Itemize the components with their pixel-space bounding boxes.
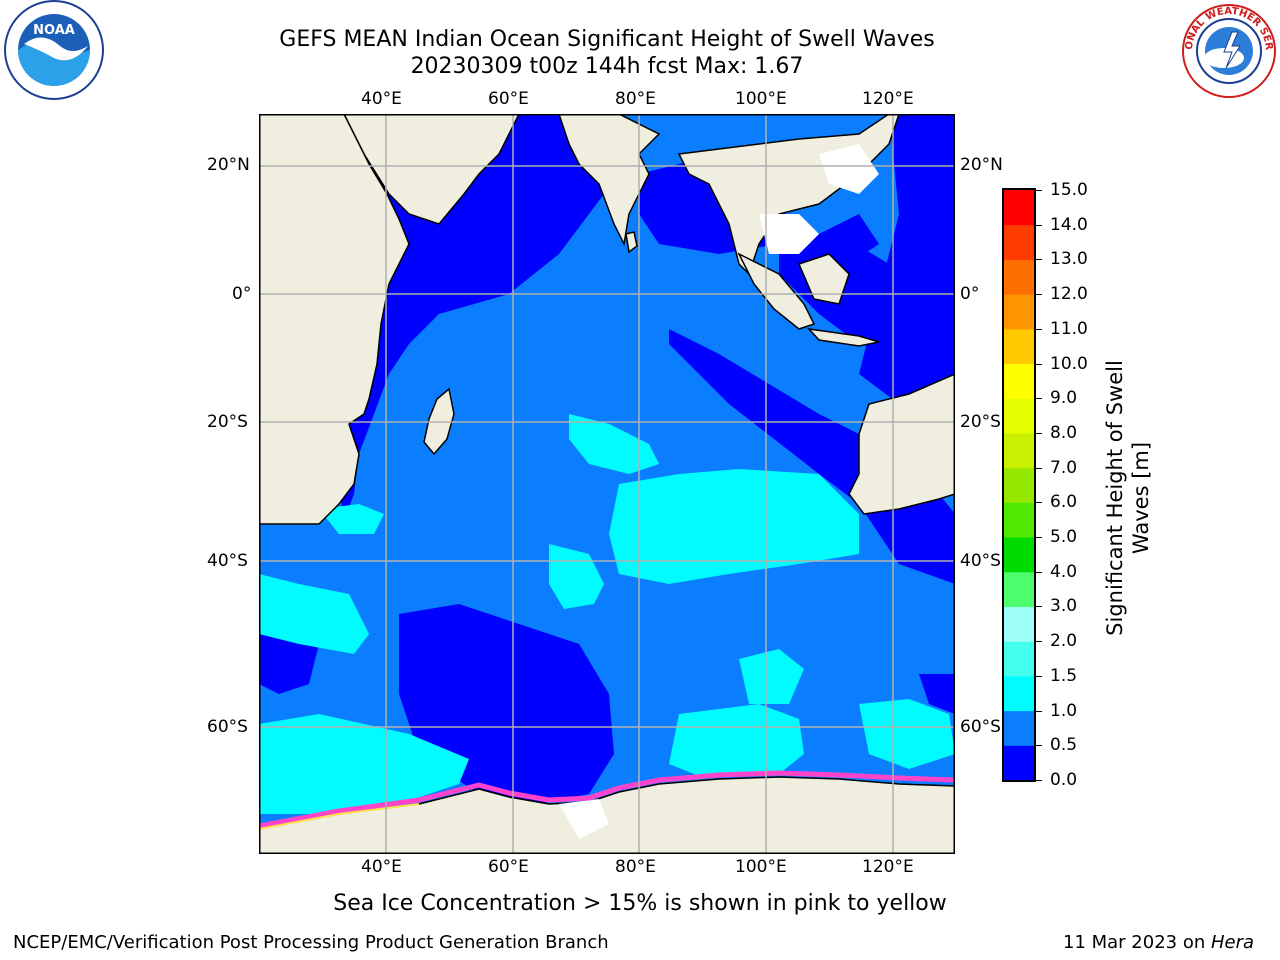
- colorbar-segment: [1004, 606, 1034, 642]
- colorbar-tick-label: 4.0: [1050, 561, 1078, 582]
- colorbar-segment: [1004, 398, 1034, 434]
- footer-credit: NCEP/EMC/Verification Post Processing Pr…: [13, 932, 609, 953]
- colorbar-tick-mark: [1036, 432, 1042, 434]
- colorbar-tick-mark: [1036, 780, 1042, 781]
- colorbar-tick-mark: [1036, 398, 1042, 400]
- lat-label-left-40s: 40°S: [207, 551, 248, 571]
- colorbar-tick-label: 15.0: [1050, 180, 1088, 200]
- colorbar-tick-label: 9.0: [1050, 388, 1078, 409]
- lat-label-right-0: 0°: [960, 284, 980, 304]
- colorbar-ticks: 0.0 0.5 1.0 1.5 2.0 3.0 4.0 5.0 6.0 7.0 8.0 9.0 10.0…: [1036, 180, 1096, 790]
- no-data-area: [559, 144, 879, 839]
- lat-label-left-20s: 20°S: [207, 412, 248, 432]
- colorbar-tick-label: 10.0: [1050, 353, 1088, 374]
- colorbar-tick-label: 2.0: [1050, 631, 1078, 652]
- lon-label-bottom-80e: 80°E: [615, 857, 656, 877]
- colorbar-segment: [1004, 710, 1034, 746]
- colorbar-tick-label: 12.0: [1050, 284, 1088, 305]
- colorbar-tick-label: 8.0: [1050, 422, 1078, 443]
- colorbar-tick-mark: [1036, 571, 1042, 573]
- lat-label-left-60s: 60°S: [207, 717, 248, 737]
- colorbar-tick-label: 0.5: [1050, 735, 1078, 756]
- colorbar-tick-mark: [1036, 537, 1042, 539]
- colorbar-tick-mark: [1036, 294, 1042, 296]
- lon-label-top-40e: 40°E: [361, 89, 402, 109]
- colorbar-segment: [1004, 502, 1034, 538]
- colorbar-segment: [1004, 537, 1034, 573]
- colorbar-tick-label: 3.0: [1050, 596, 1078, 617]
- map-panel: [259, 114, 955, 854]
- colorbar-tick-mark: [1036, 675, 1042, 677]
- colorbar-tick-label: 11.0: [1050, 318, 1088, 339]
- colorbar-segment: [1004, 432, 1034, 469]
- colorbar-segment: [1004, 224, 1034, 260]
- colorbar-tick-label: 13.0: [1050, 249, 1088, 270]
- colorbar-segment: [1004, 675, 1034, 712]
- colorbar-segment: [1004, 190, 1034, 226]
- map-frame: [259, 114, 955, 854]
- colorbar-segment: [1004, 259, 1034, 295]
- colorbar-segment: [1004, 328, 1034, 365]
- colorbar-tick-mark: [1036, 190, 1042, 191]
- lat-label-right-20s: 20°S: [960, 412, 1001, 432]
- lon-label-top-60e: 60°E: [488, 89, 529, 109]
- footer-date-text: 11 Mar 2023 on: [1063, 932, 1206, 953]
- noaa-logo-text: NOAA: [33, 23, 75, 38]
- colorbar-tick-mark: [1036, 710, 1042, 712]
- colorbar-title-line2: Waves [m]: [1129, 441, 1153, 555]
- colorbar-tick-mark: [1036, 502, 1042, 504]
- noaa-logo: NOAA: [4, 0, 104, 100]
- lat-label-right-40s: 40°S: [960, 551, 1001, 571]
- lon-label-top-100e: 100°E: [735, 89, 787, 109]
- chart-title-line2: 20230309 t00z 144h fcst Max: 1.67: [410, 54, 804, 79]
- colorbar-tick-mark: [1036, 745, 1042, 747]
- lat-label-right-60s: 60°S: [960, 717, 1001, 737]
- colorbar-tick-label: 1.5: [1050, 665, 1078, 686]
- colorbar-title: Significant Height of Swell Waves [m]: [1102, 338, 1154, 658]
- colorbar-title-line1: Significant Height of Swell: [1103, 360, 1127, 636]
- colorbar-tick-label: 0.0: [1050, 770, 1078, 790]
- colorbar-segment: [1004, 363, 1034, 399]
- lat-label-left-20n: 20°N: [207, 155, 250, 175]
- colorbar-tick-label: 14.0: [1050, 214, 1088, 235]
- colorbar-tick-mark: [1036, 224, 1042, 226]
- colorbar-segment: [1004, 745, 1034, 781]
- colorbar-segment: [1004, 467, 1034, 503]
- sea-ice-caption: Sea Ice Concentration > 15% is shown in …: [333, 891, 947, 916]
- lon-label-top-120e: 120°E: [862, 89, 914, 109]
- colorbar-segment: [1004, 571, 1034, 607]
- footer-host: Hera: [1211, 932, 1255, 953]
- lon-label-top-80e: 80°E: [615, 89, 656, 109]
- colorbar-tick-mark: [1036, 467, 1042, 469]
- colorbar-segment: [1004, 641, 1034, 677]
- lat-label-left-0: 0°: [232, 284, 252, 304]
- lon-label-bottom-100e: 100°E: [735, 857, 787, 877]
- footer-date: 11 Mar 2023 on Hera: [1063, 932, 1254, 953]
- colorbar-tick-label: 5.0: [1050, 527, 1078, 548]
- colorbar-tick-label: 7.0: [1050, 457, 1078, 478]
- swell-mid-region: [259, 414, 955, 814]
- sea-ice-edge: [259, 770, 955, 830]
- colorbar-segment: [1004, 294, 1034, 330]
- graticule: [259, 114, 955, 854]
- lon-label-bottom-120e: 120°E: [862, 857, 914, 877]
- nws-logo: NATIONAL WEATHER SERVICE: [1180, 2, 1276, 98]
- chart-title-line1: GEFS MEAN Indian Ocean Significant Heigh…: [279, 27, 935, 52]
- colorbar-tick-label: 6.0: [1050, 492, 1078, 513]
- colorbar-tick-mark: [1036, 259, 1042, 261]
- lon-label-bottom-60e: 60°E: [488, 857, 529, 877]
- colorbar-tick-mark: [1036, 363, 1042, 365]
- colorbar-tick-mark: [1036, 328, 1042, 330]
- lon-label-bottom-40e: 40°E: [361, 857, 402, 877]
- colorbar-tick-mark: [1036, 641, 1042, 643]
- colorbar-tick-mark: [1036, 606, 1042, 608]
- colorbar: [1002, 188, 1036, 782]
- lat-label-right-20n: 20°N: [960, 155, 1003, 175]
- colorbar-tick-label: 1.0: [1050, 700, 1078, 721]
